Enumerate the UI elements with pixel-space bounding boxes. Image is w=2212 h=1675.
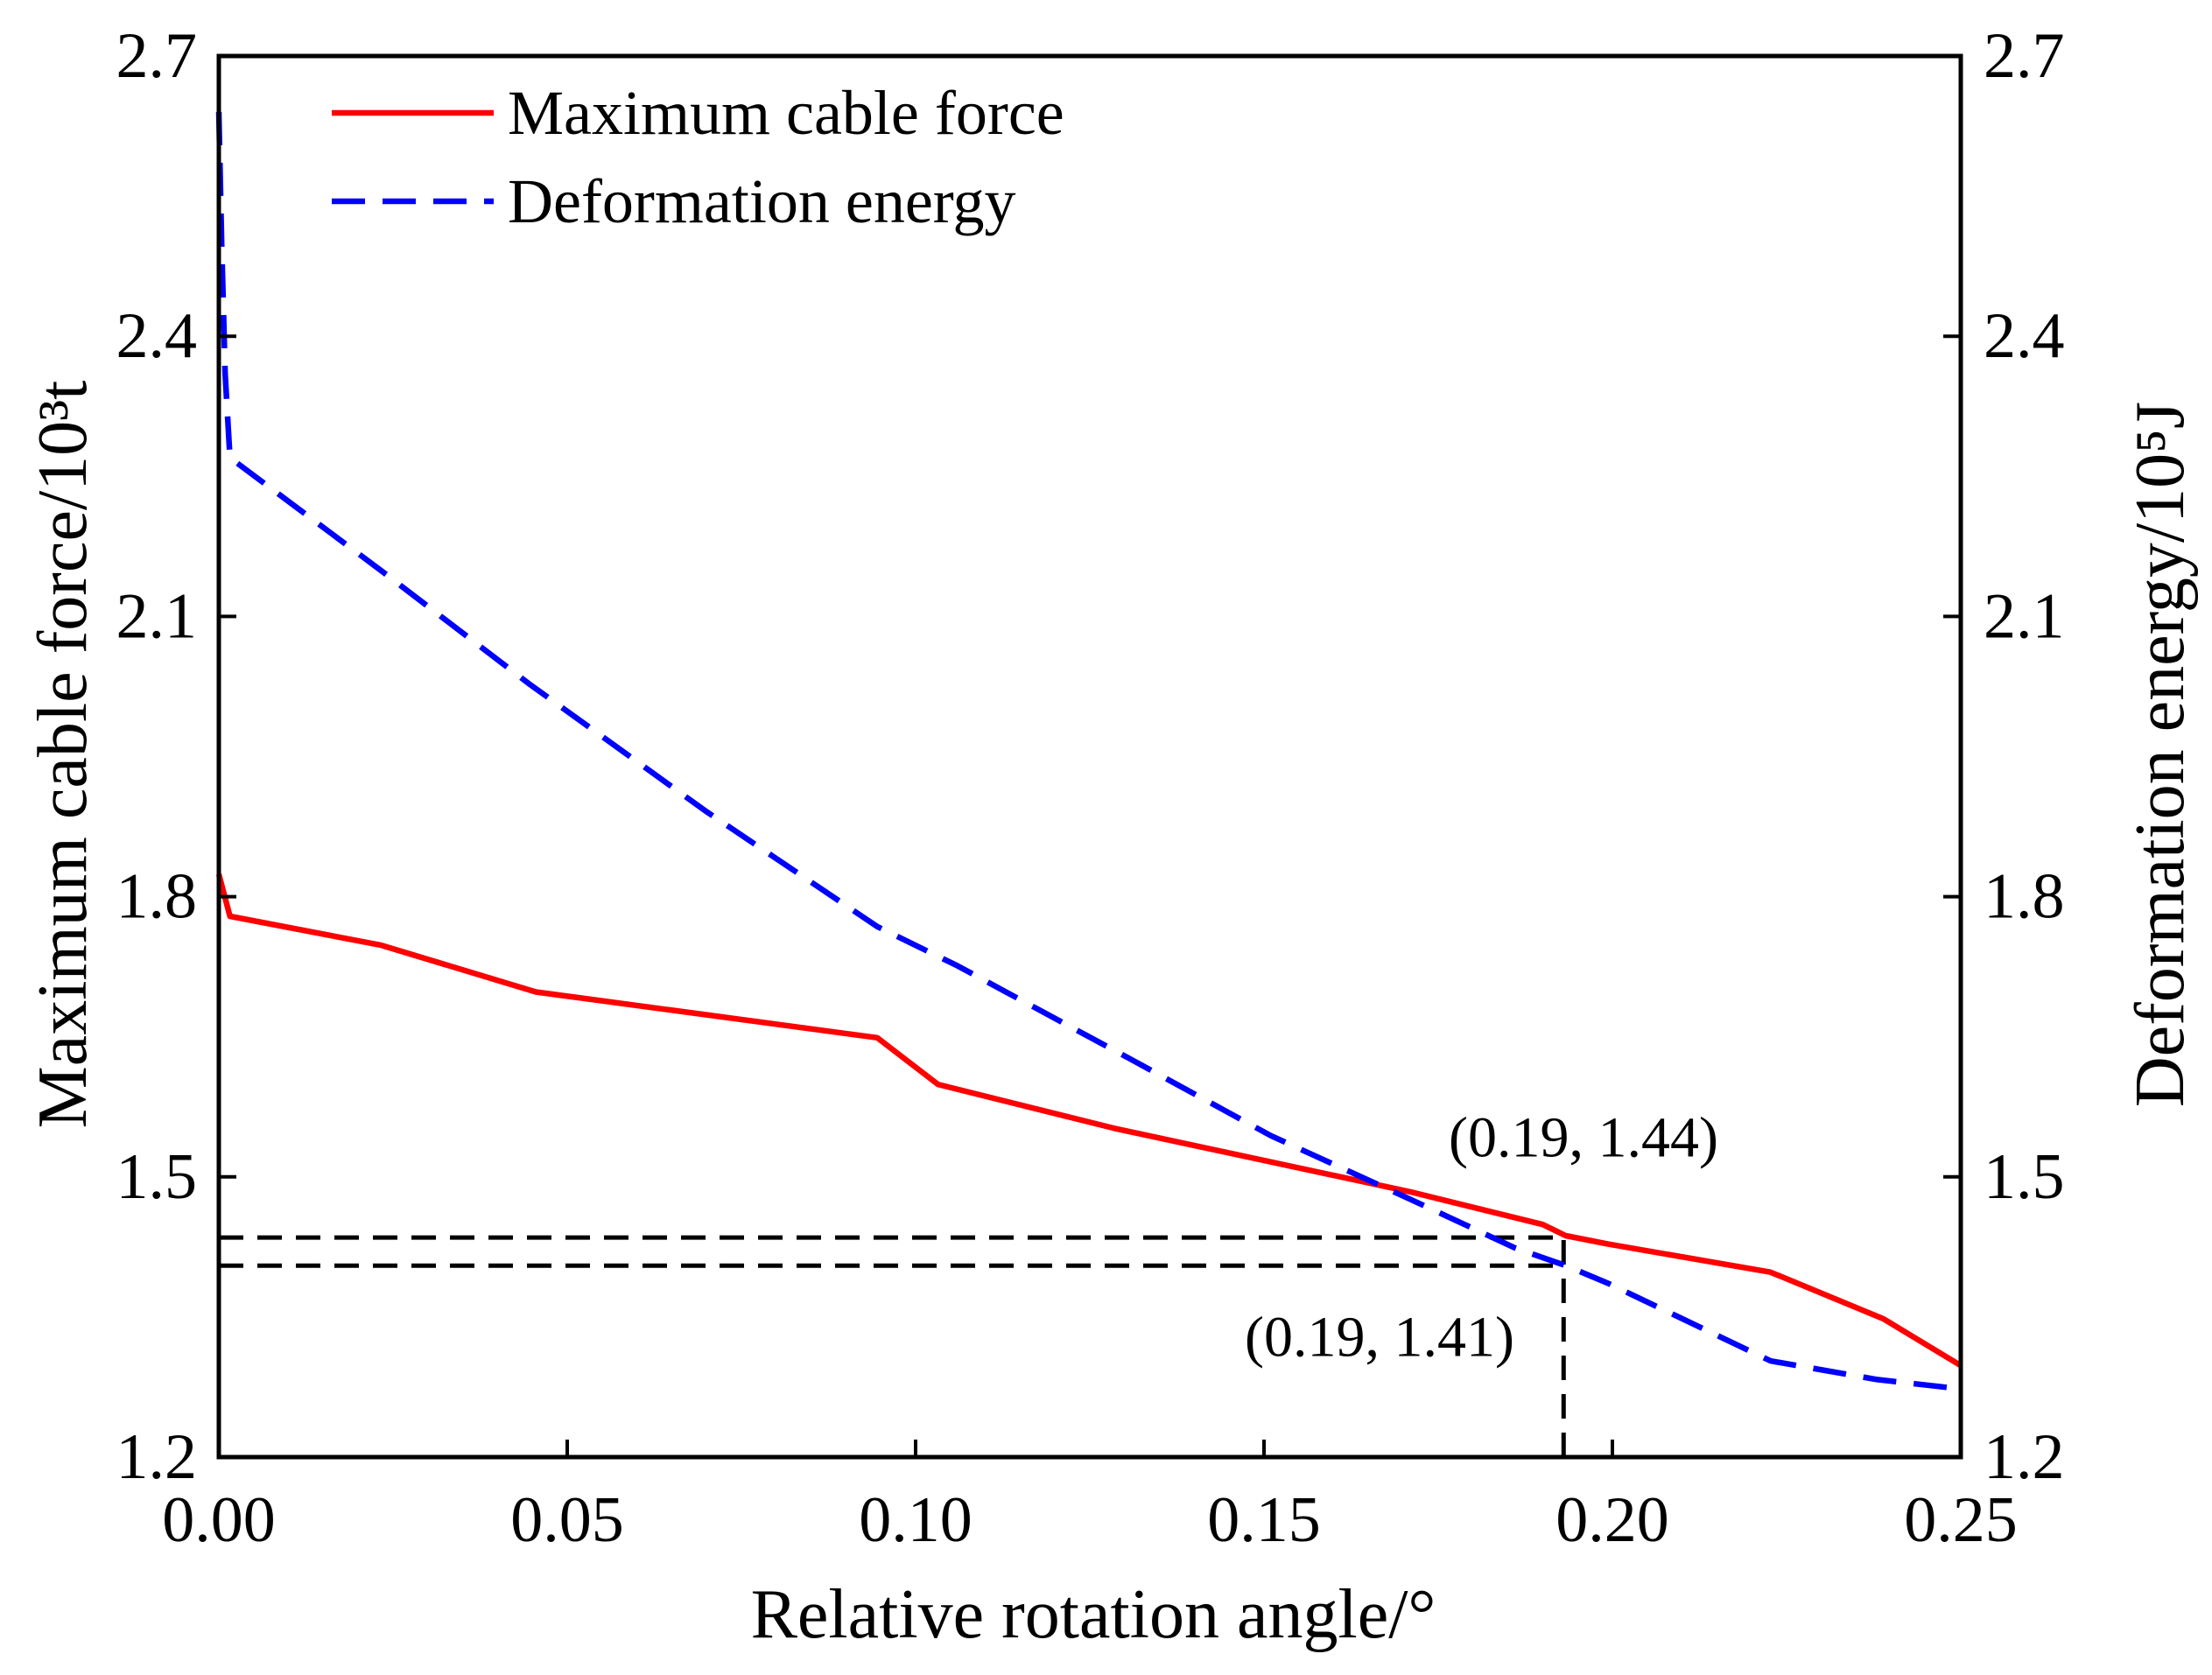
x-tick-label: 0.20 — [1555, 1484, 1669, 1556]
y-right-tick-label: 2.1 — [1984, 580, 2065, 652]
y-right-tick-label: 1.8 — [1984, 861, 2065, 933]
annotation-lower-point: (0.19, 1.41) — [1245, 1306, 1514, 1370]
legend-label-deformation-energy: Deformation energy — [508, 166, 1015, 236]
y-axis-label-left: Maximum cable force/10³t — [25, 381, 102, 1129]
legend-label-maximum-cable-force: Maximum cable force — [508, 78, 1064, 148]
x-axis-label: Relative rotation angle/° — [751, 1576, 1436, 1653]
series-lines — [215, 111, 1963, 1392]
legend: Maximum cable force Deformation energy — [332, 78, 1064, 236]
x-tick-label: 0.15 — [1207, 1484, 1321, 1556]
series-line-deformation-energy — [215, 111, 1962, 1392]
y-left-tick-label: 2.7 — [116, 20, 198, 92]
y-left-tick-label: 2.4 — [116, 300, 198, 372]
legend-item-maximum-cable-force: Maximum cable force — [332, 78, 1064, 148]
tick-labels: 0.00 0.05 0.10 0.15 0.20 0.251.21.51.82.12.42… — [116, 20, 2065, 1556]
y-right-tick-label: 2.4 — [1984, 300, 2065, 372]
legend-item-deformation-energy: Deformation energy — [332, 166, 1015, 236]
plot-frame — [216, 53, 1963, 1460]
x-tick-label: 0.25 — [1904, 1484, 2018, 1556]
x-tick-label: 0.10 — [859, 1484, 973, 1556]
y-right-tick-label: 1.2 — [1984, 1421, 2065, 1493]
y-left-tick-label: 1.5 — [116, 1141, 198, 1213]
y-right-tick-label: 1.5 — [1984, 1141, 2065, 1213]
y-axis-label-right: Deformation energy/10⁵J — [2122, 402, 2199, 1107]
x-tick-label: 0.05 — [510, 1484, 624, 1556]
x-tick-label: 0.00 — [162, 1484, 276, 1556]
y-left-tick-label: 2.1 — [116, 580, 198, 652]
y-left-tick-label: 1.2 — [116, 1421, 198, 1493]
annotation-upper-point: (0.19, 1.44) — [1449, 1106, 1718, 1170]
reference-lines — [219, 1235, 1566, 1457]
y-right-tick-label: 2.7 — [1984, 20, 2065, 92]
y-left-tick-label: 1.8 — [116, 861, 198, 933]
tick-marks — [217, 54, 1963, 1459]
series-line-maximum-cable-force — [215, 873, 1963, 1369]
